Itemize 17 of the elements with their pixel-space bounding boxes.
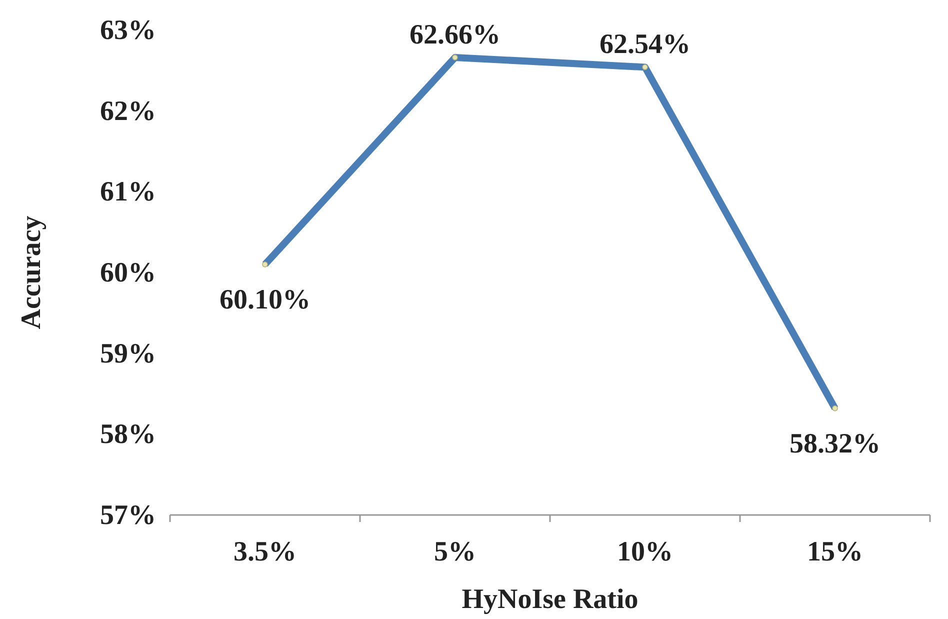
y-tick-label: 63% [100,14,156,46]
y-tick-label: 58% [100,419,156,450]
y-tick-label: 57% [100,500,156,531]
y-tick-label: 60% [100,257,156,288]
y-tick-label: 61% [100,176,156,208]
data-label: 60.10% [220,284,310,316]
y-axis-title: Accuracy [16,216,47,330]
x-tick-label: 5% [434,536,476,568]
data-label: 62.66% [410,19,500,50]
y-tick-label: 62% [100,96,156,127]
x-tick-label: 15% [807,536,863,568]
x-axis-title: HyNoIse Ratio [462,584,638,615]
x-tick-label: 10% [617,536,673,568]
data-label: 62.54% [600,29,690,60]
data-label: 58.32% [790,428,880,460]
y-tick-label: 59% [100,338,156,370]
x-tick-label: 3.5% [234,536,296,568]
